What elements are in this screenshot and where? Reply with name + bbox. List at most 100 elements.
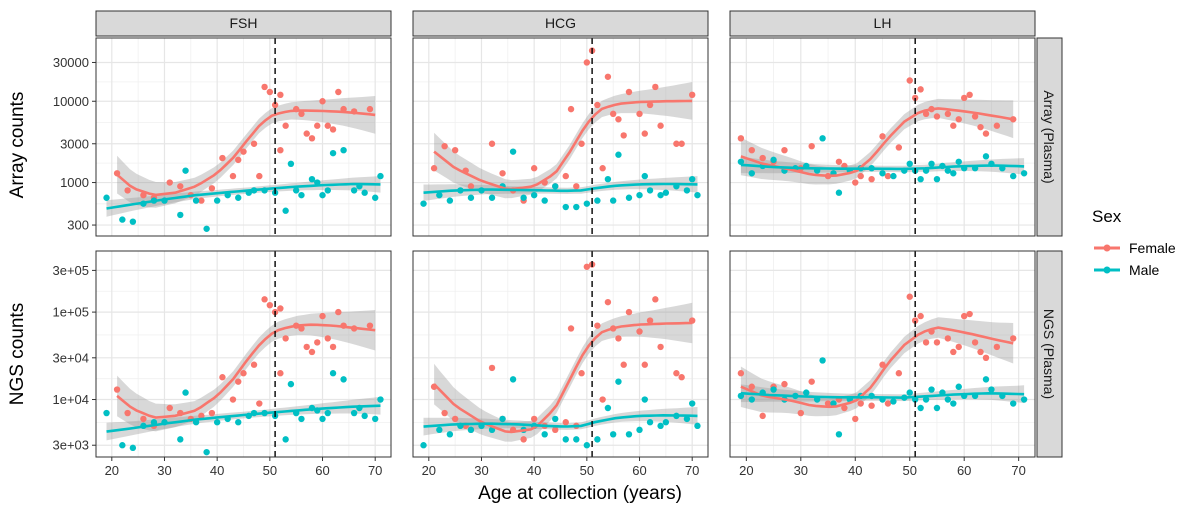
data-point-male [982,376,990,383]
data-point-male [177,436,184,443]
data-point-male [890,172,897,180]
data-point-female [917,86,924,93]
data-point-female [277,91,284,99]
data-point-male [119,442,126,449]
data-point-female [982,130,990,137]
data-point-male [371,415,379,423]
y-tick-label: 3e+03 [52,438,89,453]
data-point-female [906,293,913,300]
fit-line-male [423,182,698,194]
data-point-male [641,396,648,403]
data-point-male [319,415,326,423]
data-point-female [488,140,496,147]
data-point-female [530,165,538,172]
data-point-male [657,422,664,430]
panel-r1-c0 [95,250,392,458]
data-point-female [781,146,788,154]
data-point-female [599,165,606,172]
data-point-female [530,415,538,423]
data-point-female [520,436,527,443]
x-tick-label: 60 [632,463,646,478]
panel-plot-area [103,251,384,457]
panel-plot-area [737,251,1028,457]
strip-label-ngs-plasma: NGS (Plasma) [1041,309,1057,399]
data-point-female [646,317,654,324]
legend-label-female: Female [1129,240,1176,256]
data-point-female [620,132,627,139]
data-point-female [235,156,242,164]
data-point-female [567,105,575,113]
data-point-female [977,123,984,131]
data-point-female [808,142,815,150]
data-point-male [933,175,941,183]
data-point-female [895,370,903,377]
panel-r1-c2 [729,250,1036,458]
x-tick-label: 60 [957,463,971,478]
data-point-male [662,189,670,196]
data-point-female [678,374,685,381]
x-tick-label: 40 [210,463,224,478]
data-point-male [604,404,612,412]
data-point-male [988,386,995,393]
y-tick-label: 3000 [60,136,89,151]
data-point-female [966,91,973,99]
data-point-female [933,339,941,346]
data-point-male [467,194,475,201]
data-point-female [657,122,664,129]
data-point-male [683,187,691,194]
data-point-male [770,386,777,393]
data-point-female [266,301,274,309]
data-point-female [562,172,569,180]
data-point-male [917,175,924,183]
data-point-male [583,442,591,449]
data-point-female [219,154,226,162]
legend-key-male-point [1103,266,1111,274]
data-point-female [759,154,766,162]
data-point-female [636,328,643,335]
legend-entry-female: Female [1094,240,1176,256]
data-point-male [509,148,517,155]
data-point-male [615,151,622,158]
data-point-male [573,436,580,443]
panel-border [729,250,1036,458]
data-point-female [950,122,957,129]
data-point-female [166,404,173,412]
data-point-female [177,183,184,190]
data-point-female [235,378,242,385]
data-point-male [235,194,242,201]
data-point-female [960,94,968,102]
data-point-female [933,113,941,120]
x-tick-label: 20 [105,463,119,478]
data-point-male [324,187,331,194]
panel-border [95,37,392,237]
data-point-male [420,200,427,207]
data-point-female [441,142,448,150]
data-point-female [657,343,664,351]
data-point-female [944,110,952,118]
data-point-female [737,135,745,142]
data-point-female [646,101,654,109]
data-point-female [298,110,305,118]
data-point-male [830,400,837,407]
data-point-female [895,144,903,151]
data-point-male [694,422,701,430]
data-point-male [467,426,475,434]
data-point-female [652,296,659,303]
data-point-male [770,156,777,164]
panel-plot-area [420,38,701,236]
data-point-female [599,396,606,403]
data-point-male [922,396,930,403]
data-point-male [879,170,886,177]
data-point-female [451,146,459,154]
panel-border [729,37,1036,237]
x-tick-label: 60 [315,463,329,478]
panel-border [412,37,709,237]
confidence-band-female [740,317,1014,417]
data-point-male [906,389,913,396]
data-point-male [688,400,696,407]
confidence-band-female [740,98,1014,185]
data-point-male [282,436,289,443]
data-point-female [335,88,342,96]
data-point-female [277,370,284,377]
data-point-female [808,378,815,385]
